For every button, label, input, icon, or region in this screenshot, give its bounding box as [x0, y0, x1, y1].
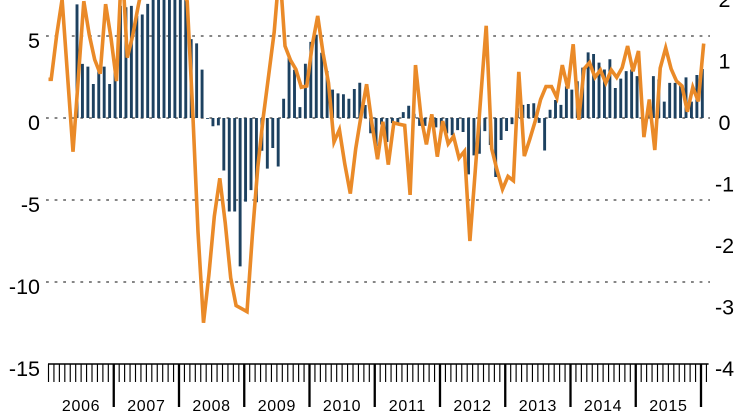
- svg-text:2014: 2014: [584, 398, 622, 415]
- svg-text:2010: 2010: [323, 398, 361, 415]
- svg-text:1: 1: [719, 49, 731, 73]
- svg-text:2007: 2007: [127, 398, 165, 415]
- svg-text:-5: -5: [21, 193, 40, 217]
- svg-text:2012: 2012: [453, 398, 491, 415]
- svg-text:-3: -3: [715, 295, 734, 319]
- svg-text:2011: 2011: [389, 398, 426, 415]
- svg-text:5: 5: [28, 29, 40, 53]
- svg-text:2008: 2008: [192, 398, 230, 415]
- svg-text:-1: -1: [715, 172, 734, 196]
- svg-text:2015: 2015: [649, 398, 687, 415]
- svg-text:0: 0: [28, 111, 40, 135]
- svg-text:-15: -15: [9, 357, 40, 381]
- svg-text:-2: -2: [715, 234, 734, 258]
- svg-text:-10: -10: [9, 275, 40, 299]
- svg-text:2006: 2006: [62, 398, 100, 415]
- svg-text:2: 2: [719, 0, 731, 12]
- svg-text:-4: -4: [715, 357, 734, 381]
- svg-text:2009: 2009: [258, 398, 296, 415]
- svg-text:2013: 2013: [519, 398, 557, 415]
- svg-text:0: 0: [719, 111, 731, 135]
